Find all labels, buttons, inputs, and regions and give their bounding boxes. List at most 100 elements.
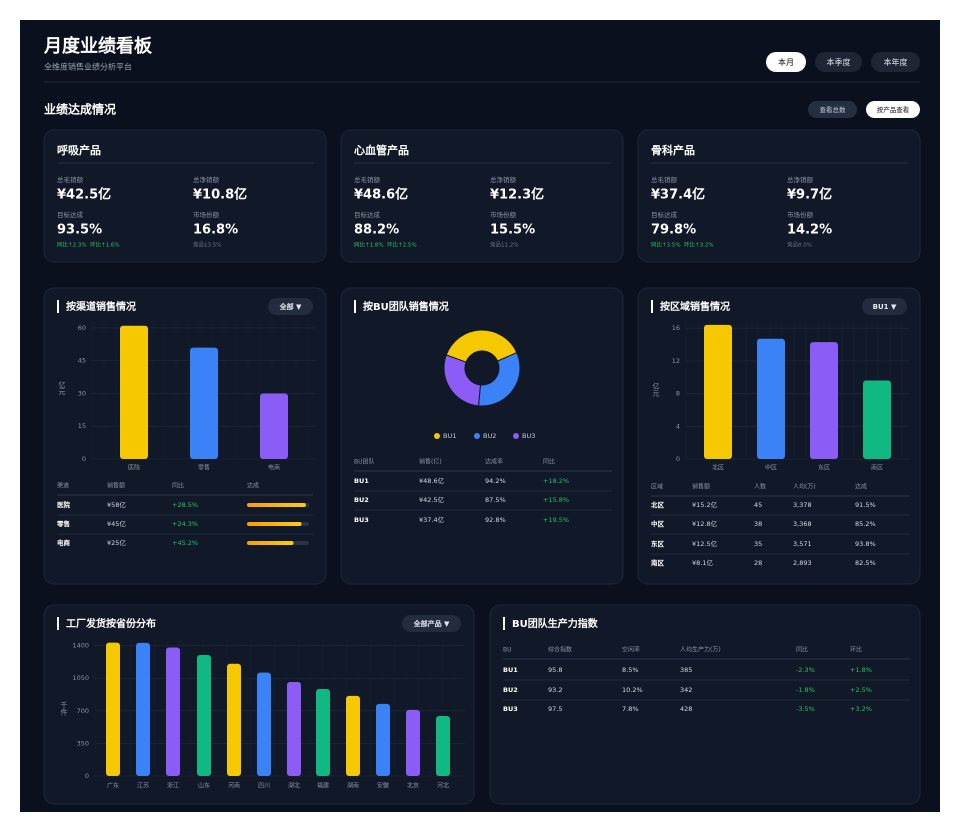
x-tick-label: 河北 [437,782,449,790]
table-cell: -1.8% [796,686,815,694]
metric-label: 总毛销额 [57,175,84,184]
metric-value: 16.8% [193,223,238,238]
filter-label: 全部产品 ▼ [413,619,450,628]
metric-value: ¥37.4亿 [651,187,705,203]
y-tick-label: 8 [676,390,680,398]
tab[interactable] [815,52,862,72]
metric-label: 目标达成 [354,210,381,219]
table-cell: ¥48.6亿 [419,476,445,485]
bar [197,654,211,776]
chart-title: 按BU团队销售情况 [363,300,449,313]
bar [106,642,120,776]
pie-slice [477,351,521,407]
metric-value: 93.5% [57,223,102,238]
y-axis-label: 亿元 [58,380,66,396]
x-tick-label: 北区 [712,464,724,472]
metric-value: ¥10.8亿 [193,187,247,203]
x-tick-label: 浙江 [167,782,179,790]
metric-label: 总净销额 [787,175,814,184]
table-cell: 93.8% [855,540,876,548]
metric-value: ¥9.7亿 [787,187,832,203]
y-tick-label: 1400 [72,642,89,650]
button[interactable] [808,101,857,118]
y-tick-label: 1050 [72,674,89,682]
table-cell: +19.5% [543,516,569,524]
progress-bar [247,522,302,526]
button-label: 查看总数 [820,105,847,114]
table-cell: +2.5% [850,686,872,694]
metric-value: 15.5% [490,223,535,238]
metric-label: 总净销额 [193,175,220,184]
bar [287,681,301,776]
pie-slice [443,354,481,407]
table-cell: BU1 [503,666,518,674]
bar [810,342,838,459]
y-tick-label: 30 [78,389,86,397]
y-tick-label: 15 [78,422,86,430]
table-header: 销售额 [107,482,125,490]
legend-label: BU1 [443,432,456,440]
y-tick-label: 4 [676,422,680,430]
table-cell: ¥12.8亿 [692,519,718,528]
x-tick-label: 江苏 [137,782,149,790]
y-tick-label: 60 [78,324,86,332]
filter[interactable] [268,298,313,315]
legend-swatch [474,433,480,439]
filter-label: 全部 ▼ [279,302,302,311]
table-cell: 385 [680,666,692,674]
table-header: BU [503,647,512,654]
metric-value: 79.8% [651,223,696,238]
table-cell: ¥8.1亿 [692,558,713,567]
table-cell: 342 [680,686,692,694]
compare-note: 竞品8.0% [787,241,812,249]
metric-label: 市场份额 [193,210,220,219]
table-cell: 35 [754,540,762,548]
card-title: 呼吸产品 [57,143,101,157]
panel [43,287,327,585]
filter[interactable] [402,615,461,632]
table-cell: ¥42.5亿 [419,495,445,504]
table-header: 达成率 [485,458,503,466]
table-header: 综合指数 [548,646,572,654]
tab[interactable] [871,52,920,72]
progress-bar [247,503,306,507]
filter[interactable] [862,298,907,315]
table-cell: 28 [754,559,762,567]
table-cell: ¥37.4亿 [419,515,445,524]
y-tick-label: 0 [82,455,86,463]
metric-label: 目标达成 [57,210,84,219]
table-cell: 电商 [57,538,71,547]
metric-value: 88.2% [354,223,399,238]
metric-value: ¥42.5亿 [57,187,111,203]
table-header: 人数 [754,483,766,491]
table-cell: 85.2% [855,520,876,528]
legend-swatch [434,433,440,439]
table-header: 环比 [850,646,862,654]
tab-label: 本月 [778,57,794,67]
title-marker [57,300,59,313]
card-title: 心血管产品 [354,143,409,157]
table-cell: 南区 [651,558,665,567]
trend-note: 环比↑2.5% [387,241,417,249]
table-cell: 3,571 [793,540,812,548]
x-tick-label: 山东 [198,782,210,790]
tab[interactable] [766,52,806,72]
bar [316,688,330,776]
table-cell: -2.3% [796,666,815,674]
table-title: BU团队生产力指数 [512,617,599,630]
x-tick-label: 北京 [407,782,419,790]
y-tick-label: 0 [676,455,680,463]
table-header: 同比 [172,482,184,490]
button[interactable] [866,101,920,118]
table-cell: 2,893 [793,559,812,567]
trend-note: 同比↑1.8% [354,241,384,249]
chart-title: 工厂发货按省份分布 [66,617,156,630]
table-cell: 97.5 [548,705,562,713]
table-cell: 零售 [56,519,70,528]
bar [863,380,891,459]
x-tick-label: 湖北 [288,782,300,790]
table-cell: +45.2% [172,539,198,547]
y-tick-label: 16 [672,324,680,332]
chart-title: 按区域销售情况 [660,300,730,313]
table-cell: 428 [680,705,692,713]
